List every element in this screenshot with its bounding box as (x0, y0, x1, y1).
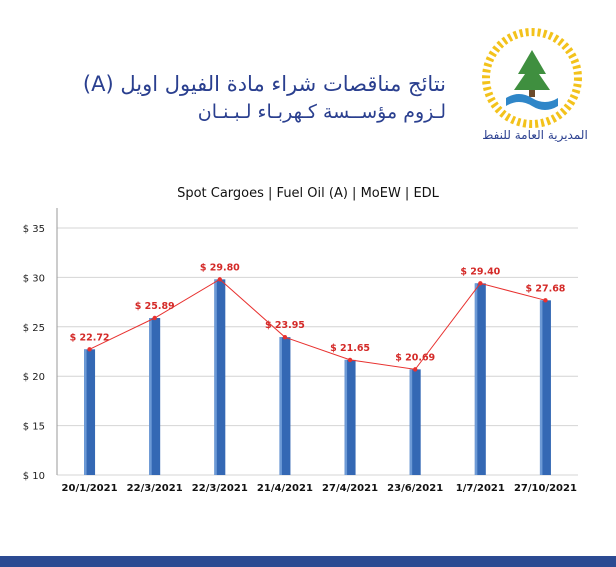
trend-line (89, 278, 546, 370)
y-tick-label: $ 15 (23, 422, 45, 433)
data-label: $ 29.80 (200, 262, 240, 273)
y-tick-label: $ 30 (23, 273, 45, 284)
heading-line-2: لـزوم مؤســسة كـهربـاء لـبـنـان (197, 101, 446, 123)
data-label: $ 20.69 (395, 352, 435, 363)
data-label: $ 23.95 (265, 320, 305, 331)
y-tick-label: $ 25 (23, 323, 45, 334)
trend-point (152, 315, 157, 321)
x-tick-label: 27/10/2021 (514, 483, 577, 494)
page-heading: نتائج مناقصات شراء مادة الفيول اويل (A) … (26, 70, 446, 126)
bar (149, 318, 161, 475)
x-tick-label: 1/7/2021 (456, 483, 505, 494)
data-label: $ 21.65 (330, 343, 370, 354)
data-label: $ 22.72 (70, 332, 110, 343)
trend-point (478, 281, 483, 286)
bar-highlight (539, 300, 543, 475)
y-tick-label: $ 20 (23, 372, 45, 383)
x-tick-label: 20/1/2021 (62, 483, 118, 494)
trend-point (282, 334, 288, 340)
trend-point (543, 298, 548, 303)
bar-highlight (149, 318, 152, 475)
x-tick-label: 27/4/2021 (322, 483, 378, 494)
footer-bar (0, 556, 616, 567)
bar (409, 369, 421, 475)
data-label: $ 25.89 (135, 301, 175, 312)
bar (539, 300, 551, 475)
trend-point (347, 357, 353, 363)
trend-point (217, 277, 223, 282)
y-tick-label: $ 35 (23, 224, 45, 235)
bar (214, 279, 226, 475)
bar-highlight (214, 279, 217, 475)
ministry-logo (482, 28, 582, 128)
bar (279, 337, 291, 475)
y-tick-label: $ 10 (23, 471, 45, 482)
heading-line-1: نتائج مناقصات شراء مادة الفيول اويل (A) (82, 72, 446, 96)
bar-highlight (84, 349, 87, 475)
bar-highlight (279, 337, 282, 475)
bar (344, 359, 356, 475)
bar (84, 349, 96, 475)
data-label: $ 27.68 (525, 283, 565, 294)
x-tick-label: 22/3/2021 (127, 483, 183, 494)
water-wave-icon (506, 94, 558, 110)
fuel-oil-chart: $ 22.72 $ 25.89 $ 29.80 $ 23.95 $ 21.65 $ 20.… (23, 208, 578, 494)
trend-point (87, 347, 92, 352)
logo-subtitle: المديرية العامة للنفط (482, 128, 588, 142)
bar (474, 283, 486, 475)
x-tick-label: 21/4/2021 (257, 483, 313, 494)
bar-highlight (409, 369, 413, 475)
x-tick-label: 22/3/2021 (192, 483, 248, 494)
chart-title: Spot Cargoes | Fuel Oil (A) | MoEW | EDL (177, 186, 439, 201)
bar-highlight (344, 359, 348, 475)
bar-highlight (474, 283, 478, 475)
data-label: $ 29.40 (460, 266, 500, 277)
sun-rays-icon (482, 28, 582, 128)
x-tick-label: 23/6/2021 (387, 483, 443, 494)
cedar-icon (514, 50, 550, 90)
trend-point (412, 367, 418, 372)
